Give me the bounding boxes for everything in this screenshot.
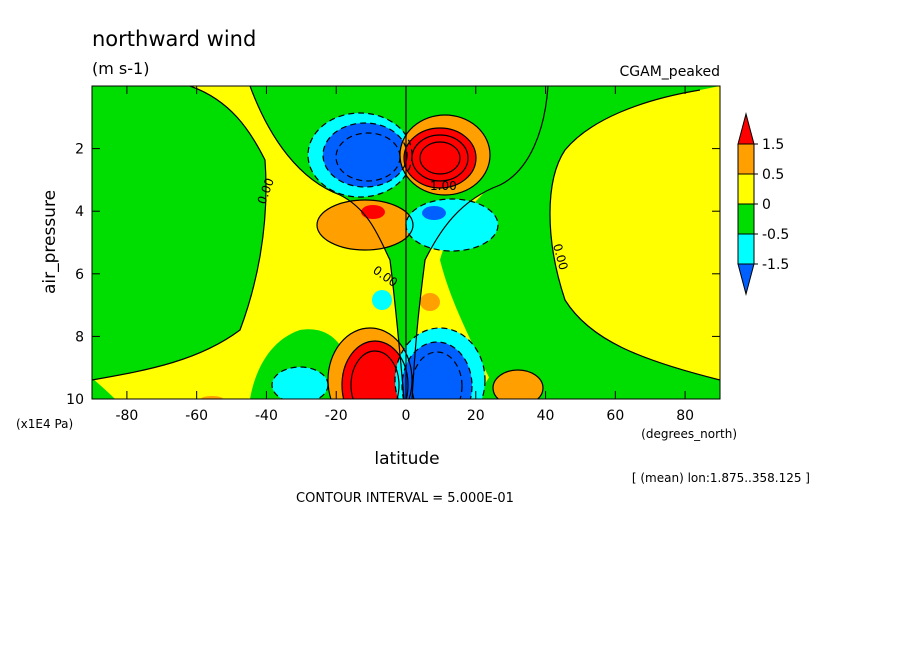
y-tick-label: 4	[75, 204, 84, 220]
y-tick-label: 10	[66, 392, 84, 408]
legend-label: 0	[762, 197, 771, 213]
legend-label: -1.5	[762, 257, 789, 273]
contour-lines-negative	[271, 112, 499, 399]
core-neg-lower-inner	[402, 342, 472, 399]
averaging-note: [ (mean) lon:1.875..358.125 ]	[632, 471, 810, 485]
x-axis-label: latitude	[374, 449, 439, 469]
region-negative-right	[440, 86, 720, 399]
legend-label: 1.5	[762, 137, 784, 153]
x-tick-label: 20	[467, 408, 485, 424]
core-pos-lower-right	[493, 370, 543, 399]
x-tick-label: -20	[325, 408, 348, 424]
x-axis: -80 -60 -40 -20 0 20 40 60 80	[115, 86, 694, 424]
core-neg-lower-left	[272, 367, 328, 399]
chart-units: (m s-1)	[92, 59, 149, 78]
legend-swatch	[737, 173, 755, 205]
x-tick-label: 80	[676, 408, 694, 424]
core-small-pos	[420, 293, 440, 311]
core-pos-mid-inner	[361, 205, 385, 219]
core-pos-small-bottom	[200, 396, 224, 399]
x-tick-label: 60	[606, 408, 624, 424]
x-tick-label: -60	[185, 408, 208, 424]
y-tick-label: 8	[75, 329, 84, 345]
y-tick-label: 2	[75, 142, 84, 158]
core-pos-lower-inner	[342, 341, 408, 399]
contour-label: 0.00	[550, 242, 570, 271]
legend-label: -0.5	[762, 227, 789, 243]
legend-label: 0.5	[762, 167, 784, 183]
legend-swatch	[737, 233, 755, 265]
legend-swatch	[737, 143, 755, 175]
core-neg-mid-inner	[422, 206, 446, 220]
y-axis: 2 4 6 8 10	[66, 142, 720, 408]
core-pos-mid-outer	[317, 200, 413, 250]
dataset-label: CGAM_peaked	[620, 64, 720, 80]
legend-swatch-top	[737, 112, 755, 145]
core-pos-upper-inner	[404, 128, 476, 188]
contour-interval-note: CONTOUR INTERVAL = 5.000E-01	[296, 491, 514, 506]
contour-lines	[92, 86, 720, 399]
y-axis-label: air_pressure	[40, 190, 60, 294]
core-small-neg	[372, 290, 392, 310]
plot-area: 0.00 0.00 0.00 1.00	[92, 86, 720, 399]
x-tick-label: 40	[537, 408, 555, 424]
contour-label: 1.00	[430, 179, 457, 193]
y-axis-units: (x1E4 Pa)	[16, 417, 73, 431]
legend-swatch-bottom	[737, 263, 755, 296]
chart-title: northward wind	[92, 27, 256, 51]
y-tick-label: 6	[75, 267, 84, 283]
color-legend: 1.5 0.5 0 -0.5 -1.5	[737, 112, 789, 296]
x-tick-label: -80	[115, 408, 138, 424]
x-tick-label: 0	[402, 408, 411, 424]
x-tick-label: -40	[255, 408, 278, 424]
region-negative-left	[92, 86, 266, 380]
core-neg-upper-inner	[323, 123, 407, 187]
region-far-left-bottom	[92, 378, 115, 399]
legend-swatch	[737, 203, 755, 235]
x-axis-units: (degrees_north)	[641, 427, 737, 441]
